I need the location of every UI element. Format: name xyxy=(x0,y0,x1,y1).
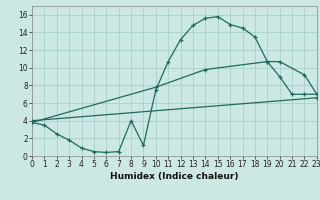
X-axis label: Humidex (Indice chaleur): Humidex (Indice chaleur) xyxy=(110,172,239,181)
